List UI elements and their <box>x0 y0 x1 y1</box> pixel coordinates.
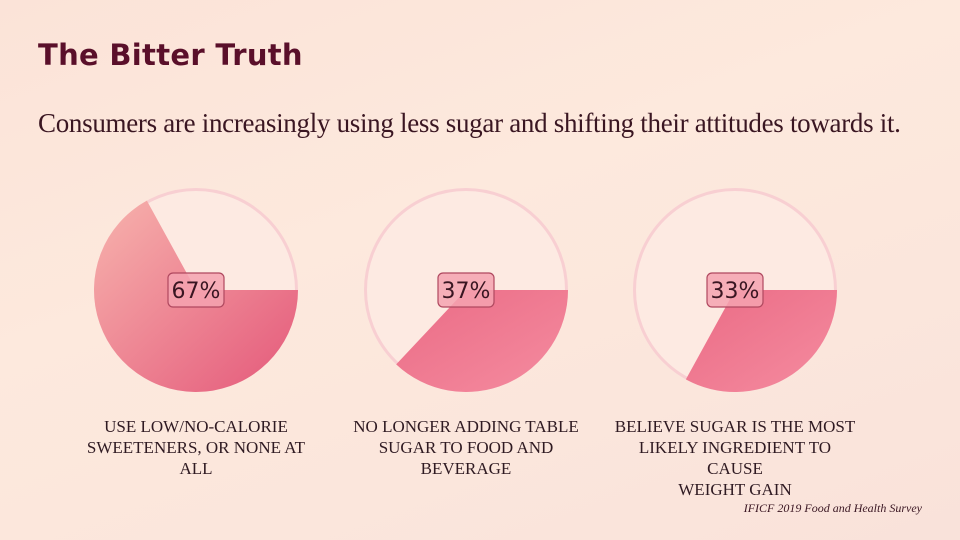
caption-line: SUGAR TO FOOD AND <box>378 438 554 457</box>
pie-slice <box>396 290 568 392</box>
value-label-box <box>437 272 495 308</box>
source-citation: IFICF 2019 Food and Health Survey <box>743 501 922 515</box>
pie-caption: NO LONGER ADDING TABLE SUGAR TO FOOD AND B… <box>341 416 591 479</box>
pie-chart-3: 33% <box>633 188 837 392</box>
page-title: The Bitter Truth <box>38 38 303 72</box>
caption-line: LIKELY INGREDIENT TO CAUSE <box>638 438 832 478</box>
value-label: 33% <box>711 279 760 304</box>
caption-line: WEIGHT GAIN <box>678 480 792 499</box>
pie-chart-1: 67% <box>93 188 298 393</box>
caption-line: USE LOW/NO-CALORIE <box>104 417 288 436</box>
pie-slice <box>685 290 837 392</box>
caption-line: BEVERAGE <box>420 459 512 478</box>
pie-chart-2: 37% <box>364 188 568 392</box>
value-label: 37% <box>442 279 491 304</box>
pie-caption: BELIEVE SUGAR IS THE MOST LIKELY INGREDIE… <box>610 416 860 500</box>
page-subtitle: Consumers are increasingly using less su… <box>38 108 901 138</box>
value-label-box <box>706 272 764 308</box>
value-label: 67% <box>172 279 221 304</box>
value-label-box <box>167 272 225 308</box>
pie-caption: USE LOW/NO-CALORIE SWEETENERS, OR NONE AT… <box>71 416 321 479</box>
caption-line: SWEETENERS, OR NONE AT ALL <box>86 438 306 478</box>
caption-line: BELIEVE SUGAR IS THE MOST <box>614 417 856 436</box>
caption-line: NO LONGER ADDING TABLE <box>353 417 579 436</box>
